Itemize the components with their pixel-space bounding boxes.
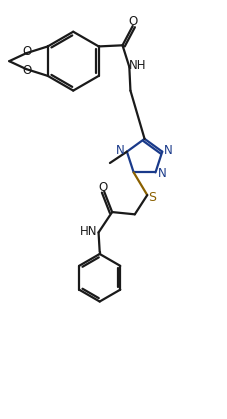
Text: O: O [22, 65, 31, 78]
Text: O: O [128, 16, 137, 28]
Text: O: O [98, 181, 107, 194]
Text: N: N [157, 167, 165, 180]
Text: S: S [148, 191, 155, 204]
Text: N: N [116, 144, 124, 157]
Text: NH: NH [129, 59, 146, 72]
Text: HN: HN [80, 225, 97, 238]
Text: O: O [22, 45, 31, 58]
Text: N: N [163, 144, 172, 157]
